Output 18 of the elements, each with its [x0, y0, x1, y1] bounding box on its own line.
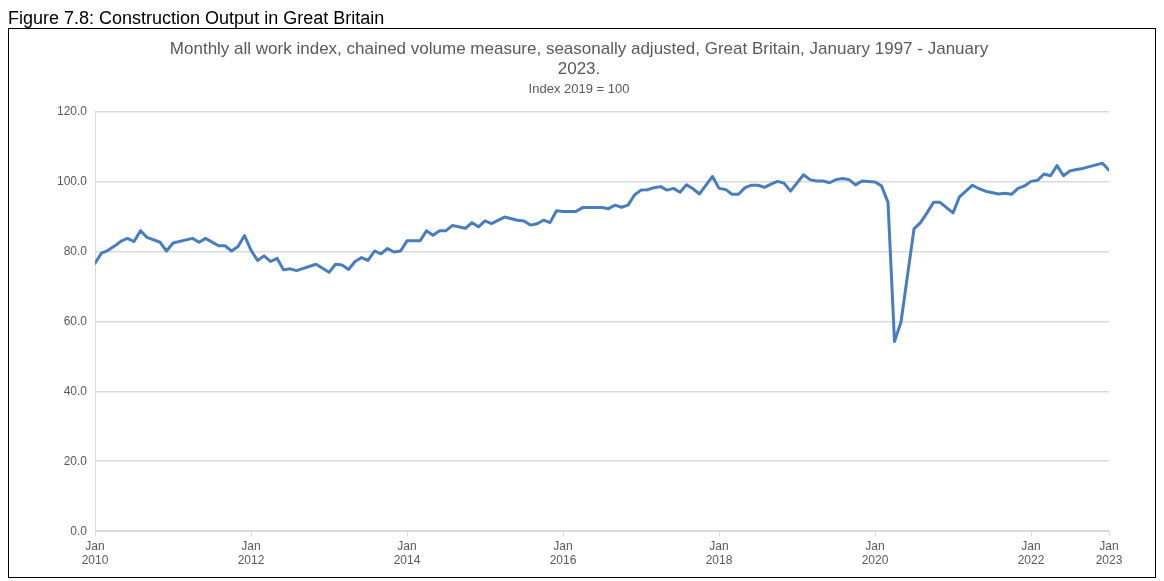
- caption: Figure 7.8: Construction Output in Great Britain: [8, 8, 386, 28]
- y-tick-label: 80.0: [63, 243, 88, 258]
- x-tick-label: Jan 2020: [861, 538, 889, 568]
- chart-subtitle: Index 2019 = 100: [528, 81, 630, 97]
- y-tick-label: 60.0: [63, 313, 88, 328]
- y-tick-label: 0.0: [70, 523, 88, 538]
- x-tick-label: Jan 2022: [1017, 538, 1045, 568]
- y-tick-label: 100.0: [57, 173, 88, 188]
- x-tick-label: Jan 2018: [705, 538, 733, 568]
- y-tick-label: 40.0: [63, 383, 88, 398]
- y-tick-label: 120.0: [57, 103, 88, 118]
- chart-title: Monthly all work index, chained volume measure, seasonally adjusted, Great Britain, January 1997 - January 2023.: [169, 38, 989, 79]
- x-tick-label: Jan 2010: [81, 538, 109, 568]
- y-tick-label: 20.0: [63, 453, 88, 468]
- x-tick-label: Jan 2023: [1095, 538, 1123, 568]
- x-tick-label: Jan 2016: [549, 538, 577, 568]
- x-tick-label: Jan 2014: [393, 538, 421, 568]
- x-tick-label: Jan 2012: [237, 538, 265, 568]
